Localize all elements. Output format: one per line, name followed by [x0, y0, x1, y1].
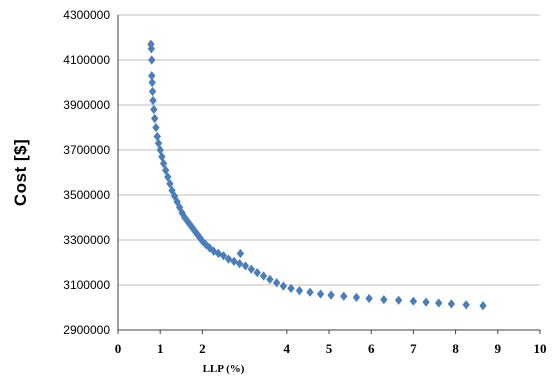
y-tick-label: 4300000 [63, 8, 110, 22]
data-point [158, 152, 166, 162]
x-tick-label: 7 [410, 341, 417, 356]
data-point [479, 301, 487, 311]
y-tick-label: 3300000 [63, 233, 110, 247]
x-tick-label: 0 [115, 341, 122, 356]
y-axis-label: Cost [$] [11, 139, 30, 206]
data-point [196, 233, 204, 243]
x-tick-label: 9 [495, 341, 502, 356]
y-tick-label: 4100000 [63, 53, 110, 67]
data-point [180, 212, 189, 223]
data-point [365, 293, 373, 304]
data-point [193, 229, 202, 239]
data-point [162, 165, 170, 175]
data-points [147, 39, 487, 311]
data-point [462, 300, 470, 310]
data-point [279, 281, 288, 291]
x-tick-label: 6 [368, 341, 375, 356]
gridlines [118, 14, 540, 286]
x-tick-label: 4 [284, 341, 291, 356]
data-point [224, 254, 233, 264]
x-tick-label: 10 [534, 341, 547, 356]
data-point [241, 261, 250, 271]
data-point [316, 289, 325, 299]
data-point [151, 113, 159, 124]
data-point [148, 86, 157, 97]
y-tick-label: 3500000 [63, 188, 110, 202]
data-point [352, 292, 361, 302]
data-point [422, 297, 430, 307]
data-point [327, 290, 335, 300]
y-tick-label: 3700000 [63, 143, 110, 157]
data-point [152, 122, 160, 133]
axes [117, 15, 541, 334]
data-point [394, 295, 403, 305]
data-point [154, 138, 163, 148]
data-point [447, 299, 456, 309]
data-point [148, 77, 156, 88]
data-point [230, 256, 238, 266]
data-point [247, 264, 256, 274]
data-point [219, 251, 228, 261]
data-point [148, 71, 156, 81]
data-point [235, 259, 244, 269]
x-axis-label: LLP (%) [203, 363, 245, 375]
data-point [409, 296, 418, 306]
data-point [183, 216, 191, 226]
data-point [147, 44, 156, 54]
data-point [159, 158, 168, 169]
data-point [153, 131, 161, 142]
x-tick-label: 5 [326, 341, 333, 356]
y-tick-label: 3900000 [63, 98, 110, 112]
data-point [306, 287, 314, 297]
data-point [253, 268, 261, 278]
data-point [164, 172, 172, 182]
data-point [266, 274, 274, 284]
data-point [435, 298, 443, 308]
data-point [380, 295, 388, 305]
data-point [340, 291, 348, 301]
data-point [156, 145, 164, 155]
x-tick-label: 1 [157, 341, 164, 356]
data-point [236, 248, 245, 259]
x-tick-label: 2 [199, 341, 206, 356]
data-point [178, 208, 186, 218]
x-tick-label: 8 [452, 341, 459, 356]
y-tick-labels: 2900000 3100000 3300000 3500000 3700000 39000… [63, 8, 110, 337]
data-point [148, 55, 156, 65]
data-point [175, 202, 184, 212]
data-point [198, 236, 207, 246]
y-tick-label: 2900000 [63, 323, 110, 337]
data-point [272, 278, 281, 288]
data-point [295, 286, 304, 296]
data-point [150, 104, 158, 115]
data-point [149, 95, 157, 106]
data-point [287, 283, 295, 293]
data-point [259, 271, 268, 281]
data-point [166, 179, 174, 189]
x-tick-labels: 0 1 2 4 5 6 7 8 9 10 [115, 341, 547, 356]
y-tick-label: 3100000 [63, 278, 110, 292]
